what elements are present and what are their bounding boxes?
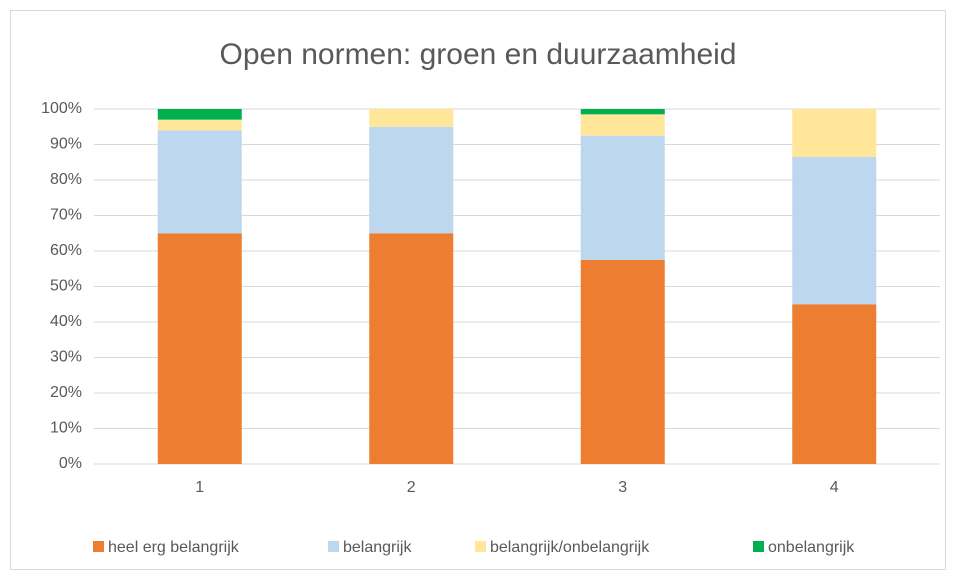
- legend-label: belangrijk/onbelangrijk: [490, 539, 650, 556]
- bar-segment: [369, 233, 454, 464]
- legend-swatch: [93, 541, 104, 552]
- bar-segment: [580, 259, 665, 464]
- x-tick-label: 2: [407, 479, 416, 496]
- bar-segment: [580, 109, 665, 115]
- legend-label: heel erg belangrijk: [108, 539, 240, 556]
- x-tick-label: 4: [830, 479, 839, 496]
- y-tick-label: 20%: [50, 384, 82, 401]
- legend-label: belangrijk: [343, 539, 412, 556]
- bar-segment: [792, 156, 877, 305]
- y-tick-label: 90%: [50, 136, 82, 153]
- legend-swatch: [328, 541, 339, 552]
- bar-segment: [792, 109, 877, 157]
- chart-title: Open normen: groen en duurzaamheid: [219, 38, 736, 71]
- y-tick-label: 100%: [41, 100, 82, 117]
- y-tick-label: 30%: [50, 349, 82, 366]
- legend-swatch: [475, 541, 486, 552]
- y-tick-label: 40%: [50, 313, 82, 330]
- bar-segment: [369, 126, 454, 234]
- y-tick-label: 70%: [50, 207, 82, 224]
- bar-segment: [792, 304, 877, 464]
- legend-swatch: [753, 541, 764, 552]
- bar-segment: [157, 130, 242, 234]
- x-tick-label: 3: [618, 479, 627, 496]
- bar-segment: [580, 135, 665, 260]
- bar-segment: [157, 119, 242, 131]
- legend-label: onbelangrijk: [768, 539, 855, 556]
- y-tick-label: 0%: [59, 455, 82, 472]
- bar-segment: [580, 114, 665, 136]
- y-tick-label: 10%: [50, 420, 82, 437]
- x-tick-label: 1: [195, 479, 204, 496]
- bar-segment: [369, 109, 454, 127]
- y-tick-label: 80%: [50, 171, 82, 188]
- bar-segment: [157, 233, 242, 464]
- y-tick-label: 60%: [50, 242, 82, 259]
- y-tick-label: 50%: [50, 278, 82, 295]
- bar-segment: [157, 109, 242, 120]
